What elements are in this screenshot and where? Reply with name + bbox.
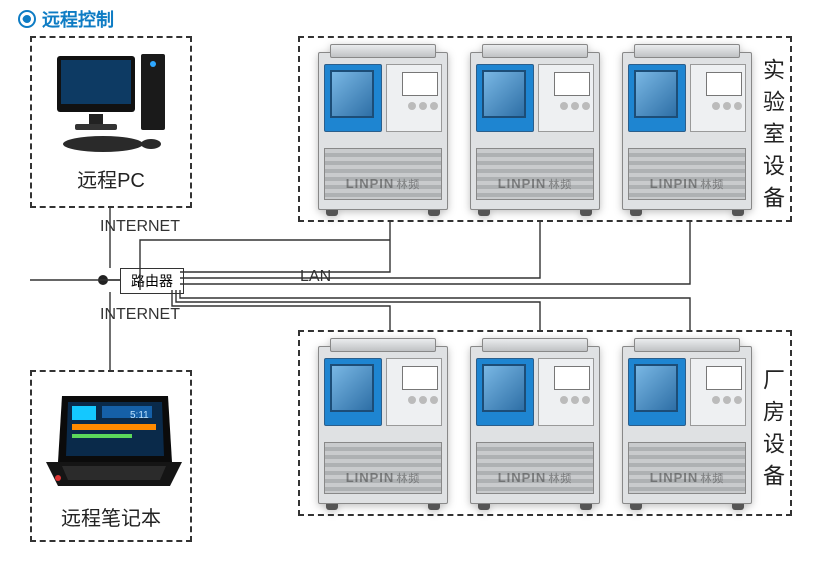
internet-label-bottom: INTERNET bbox=[100, 306, 180, 324]
laptop-icon: 5:11 bbox=[36, 390, 186, 498]
node-lab-devices: LINPIN林频 LINPIN林频 LINPIN林频 bbox=[298, 36, 792, 222]
factory-devices-label: 厂房设备 bbox=[756, 368, 788, 496]
test-chamber: LINPIN林频 bbox=[622, 346, 752, 504]
svg-text:5:11: 5:11 bbox=[130, 410, 149, 421]
router-label: 路由器 bbox=[131, 273, 173, 289]
diagram-title: 远程控制 bbox=[18, 6, 114, 32]
test-chamber: LINPIN林频 bbox=[470, 346, 600, 504]
test-chamber: LINPIN林频 bbox=[470, 52, 600, 210]
router-dot-icon bbox=[98, 275, 108, 285]
lab-chambers-row: LINPIN林频 LINPIN林频 LINPIN林频 bbox=[300, 38, 790, 210]
test-chamber: LINPIN林频 bbox=[318, 52, 448, 210]
title-text: 远程控制 bbox=[42, 6, 114, 32]
test-chamber: LINPIN林频 bbox=[318, 346, 448, 504]
target-icon bbox=[18, 10, 36, 28]
remote-laptop-label: 远程笔记本 bbox=[32, 502, 190, 531]
node-remote-pc: 远程PC bbox=[30, 36, 192, 208]
test-chamber: LINPIN林频 bbox=[622, 52, 752, 210]
lab-devices-label: 实验室设备 bbox=[756, 58, 788, 218]
lan-label: LAN bbox=[300, 268, 331, 286]
factory-chambers-row: LINPIN林频 LINPIN林频 LINPIN林频 bbox=[300, 332, 790, 504]
router-node: 路由器 bbox=[120, 268, 184, 294]
remote-pc-label: 远程PC bbox=[32, 164, 190, 193]
internet-label-top: INTERNET bbox=[100, 218, 180, 236]
desktop-pc-icon bbox=[51, 48, 171, 158]
node-factory-devices: LINPIN林频 LINPIN林频 LINPIN林频 bbox=[298, 330, 792, 516]
node-remote-laptop: 5:11 远程笔记本 bbox=[30, 370, 192, 542]
